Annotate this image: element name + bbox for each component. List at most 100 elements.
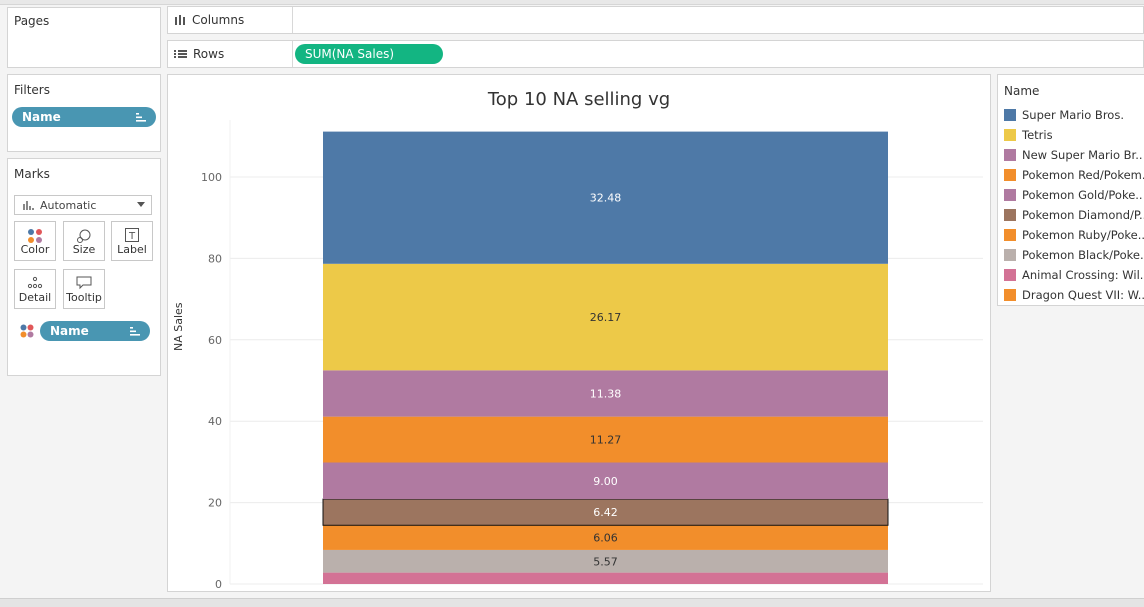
columns-divider [292,7,293,33]
rows-shelf-label: Rows [174,41,224,67]
bar-segment[interactable] [323,525,888,550]
mark-type-value: Automatic [40,198,97,212]
label-button[interactable]: T Label [111,221,153,261]
legend-swatch [1004,289,1016,301]
bar-data-label: 6.42 [593,506,618,519]
y-tick-label: 60 [208,334,222,347]
bar-data-label: 6.06 [593,532,618,545]
bar-chart-icon [23,200,34,210]
sum-na-sales-pill[interactable]: SUM(NA Sales) [295,44,443,64]
legend-swatch [1004,269,1016,281]
detail-button-label: Detail [18,291,52,304]
size-button-label: Size [72,243,96,256]
legend-label: Pokemon Red/Pokem.. [1022,168,1144,182]
filters-title: Filters [14,83,50,97]
legend-swatch [1004,209,1016,221]
rows-divider [292,41,293,67]
chevron-down-icon [137,202,145,207]
sort-icon [130,327,140,336]
legend-item[interactable]: Dragon Quest VII: W.. [1004,286,1144,304]
marks-title: Marks [14,167,50,181]
bar-segment[interactable] [323,370,888,417]
top-tab-strip [0,0,1144,5]
legend-label: New Super Mario Br.. [1022,148,1143,162]
marks-name-pill[interactable]: Name [40,321,150,341]
legend-label: Animal Crossing: Wil.. [1022,268,1144,282]
detail-icon [27,276,43,289]
legend-item[interactable]: Pokemon Ruby/Poke.. [1004,226,1144,244]
legend-swatch [1004,189,1016,201]
size-icon [77,229,91,243]
legend-label: Pokemon Diamond/P.. [1022,208,1144,222]
filter-name-pill-label: Name [22,110,61,124]
bar-data-label: 32.48 [590,192,622,205]
y-tick-label: 80 [208,252,222,265]
bar-segment[interactable] [323,549,888,573]
bar-segment[interactable] [323,131,888,264]
tooltip-button[interactable]: Tooltip [63,269,105,309]
columns-shelf-label: Columns [174,7,244,33]
legend-item[interactable]: Pokemon Black/Poke.. [1004,246,1144,264]
bar-segment[interactable] [323,572,888,584]
stacked-bar-chart[interactable]: 0 20 40 60 80 100 5.57 6.06 6.42 9.00 11.27 11.38 2… [168,75,990,591]
pages-title: Pages [14,14,50,28]
bar-data-label: 5.57 [593,555,618,568]
svg-text:T: T [128,231,136,242]
filters-card[interactable]: Filters Name [7,74,161,152]
bar-segment[interactable] [323,416,888,463]
mark-type-dropdown[interactable]: Automatic [14,195,152,215]
chart-title: Top 10 NA selling vg [487,89,671,110]
legend-label: Dragon Quest VII: W.. [1022,288,1144,302]
legend-label: Pokemon Black/Poke.. [1022,248,1144,262]
pages-card[interactable]: Pages [7,7,161,68]
legend-swatch [1004,229,1016,241]
color-icon [28,229,42,243]
columns-label: Columns [192,13,245,27]
rows-label: Rows [193,47,225,61]
legend-item[interactable]: Pokemon Diamond/P.. [1004,206,1144,224]
tooltip-button-label: Tooltip [66,291,102,304]
marks-card[interactable]: Marks Automatic Color Size T Label Detai… [7,158,161,376]
color-legend[interactable]: Name Super Mario Bros. Tetris New Super Ma… [997,74,1144,306]
rows-shelf[interactable]: Rows SUM(NA Sales) [167,40,1144,68]
sort-icon [136,113,146,122]
bar-data-label: 9.00 [593,475,618,488]
marks-name-pill-label: Name [50,324,89,338]
legend-label: Super Mario Bros. [1022,108,1124,122]
legend-item[interactable]: Pokemon Gold/Poke.. [1004,186,1143,204]
filter-name-pill[interactable]: Name [12,107,156,127]
legend-item[interactable]: New Super Mario Br.. [1004,146,1143,164]
y-axis-ticks: 0 20 40 60 80 100 [201,120,231,591]
columns-shelf[interactable]: Columns [167,6,1144,34]
tooltip-icon [76,276,92,290]
color-button[interactable]: Color [14,221,56,261]
legend-swatch [1004,169,1016,181]
legend-swatch [1004,249,1016,261]
chart-card: Top 10 NA selling vg NA Sales 0 20 40 60 80 1… [167,74,991,592]
color-encoding-icon [20,324,34,338]
y-tick-label: 20 [208,497,222,510]
color-button-label: Color [20,243,50,256]
bar-labels: 5.57 6.06 6.42 9.00 11.27 11.38 26.17 32.48 [590,192,622,569]
legend-swatch [1004,129,1016,141]
bottom-tab-strip [0,598,1144,607]
bar-segment[interactable] [323,462,888,500]
label-icon: T [125,228,139,242]
bar-segment[interactable] [323,263,888,371]
legend-item[interactable]: Tetris [1004,126,1053,144]
legend-label: Tetris [1022,128,1053,142]
label-button-label: Label [117,243,147,256]
legend-item[interactable]: Animal Crossing: Wil.. [1004,266,1144,284]
legend-item[interactable]: Super Mario Bros. [1004,106,1124,124]
bar-data-label: 11.38 [590,387,622,400]
legend-item[interactable]: Pokemon Red/Pokem.. [1004,166,1144,184]
size-button[interactable]: Size [63,221,105,261]
legend-swatch [1004,149,1016,161]
legend-title: Name [1004,84,1040,98]
columns-icon [175,15,185,25]
y-tick-label: 100 [201,171,222,184]
detail-button[interactable]: Detail [14,269,56,309]
legend-swatch [1004,109,1016,121]
sum-na-sales-pill-label: SUM(NA Sales) [305,47,395,61]
bar-segments[interactable] [322,131,889,584]
